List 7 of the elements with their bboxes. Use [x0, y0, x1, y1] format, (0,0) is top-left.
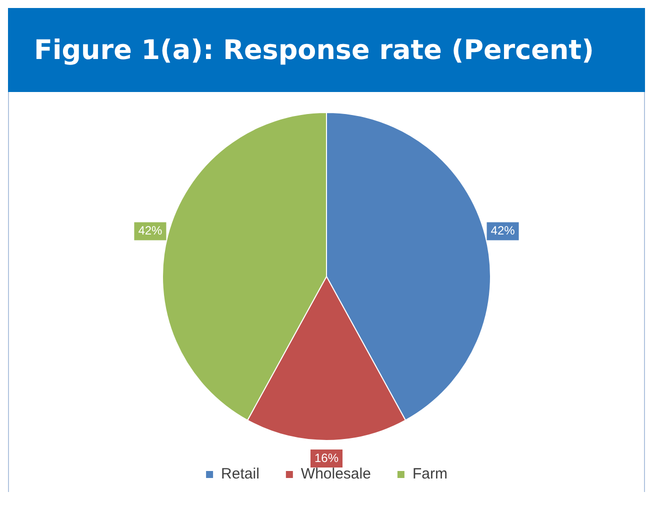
- data-label: 42%: [490, 224, 516, 238]
- chart-title: Figure 1(a): Response rate (Percent): [8, 8, 645, 92]
- data-label: 42%: [138, 224, 163, 238]
- legend-label: Farm: [412, 466, 448, 483]
- legend-label: Wholesale: [300, 466, 371, 483]
- legend-label: Retail: [221, 466, 260, 483]
- data-label: 16%: [314, 450, 339, 465]
